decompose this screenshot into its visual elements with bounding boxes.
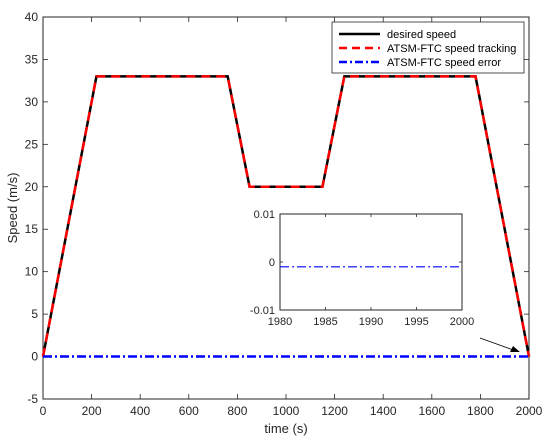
x-tick-label: 1600 (418, 404, 445, 418)
y-tick-label: 0 (31, 350, 38, 364)
x-tick-label: 1995 (404, 316, 428, 328)
legend-label-speed-tracking: ATSM-FTC speed tracking (387, 43, 516, 55)
y-tick-label: 35 (25, 52, 39, 66)
legend: desired speed ATSM-FTC speed tracking AT… (331, 21, 525, 74)
zoom-arrow (479, 337, 520, 352)
inset-ticks: 1980 1985 1990 1995 2000 -0.01 0 0.01 (250, 209, 474, 328)
y-axis-title: Speed (m/s) (5, 173, 20, 244)
y-tick-label: -5 (27, 392, 38, 406)
x-tick-label: 2000 (450, 316, 474, 328)
y-tick-label: -0.01 (250, 305, 275, 317)
x-tick-label: 1000 (273, 404, 300, 418)
x-tick-label: 200 (82, 404, 102, 418)
x-tick-label: 2000 (516, 404, 543, 418)
legend-label-desired-speed: desired speed (387, 29, 456, 41)
x-tick-label: 1985 (313, 316, 337, 328)
main-plot-area (42, 16, 530, 400)
x-tick-label: 600 (179, 404, 199, 418)
y-tick-label: 40 (25, 10, 39, 24)
series-line (41, 75, 531, 357)
y-tick-label: 0 (269, 257, 275, 269)
y-tick-label: 30 (25, 95, 39, 109)
y-tick-label: 10 (25, 265, 39, 279)
x-tick-label: 0 (40, 404, 47, 418)
y-tick-label: 15 (25, 222, 39, 236)
y-tick-label: 5 (31, 307, 38, 321)
x-tick-label: 1980 (268, 316, 292, 328)
x-tick-label: 800 (227, 404, 247, 418)
x-tick-label: 1400 (370, 404, 397, 418)
y-tick-label: 25 (25, 137, 39, 151)
y-tick-label: 20 (25, 180, 39, 194)
x-tick-label: 400 (130, 404, 150, 418)
x-tick-label: 1990 (359, 316, 383, 328)
x-axis-title: time (s) (264, 421, 307, 436)
main-series (41, 75, 531, 358)
x-tick-label: 1800 (467, 404, 494, 418)
y-tick-label: 0.01 (254, 209, 275, 221)
legend-label-speed-error: ATSM-FTC speed error (387, 57, 501, 69)
main-ticks: 0 200 400 600 800 1000 1200 1400 1600 1800 2000-50… (25, 10, 543, 418)
inset-plot-area (279, 213, 463, 311)
legend-box (331, 21, 525, 74)
x-tick-label: 1200 (321, 404, 348, 418)
